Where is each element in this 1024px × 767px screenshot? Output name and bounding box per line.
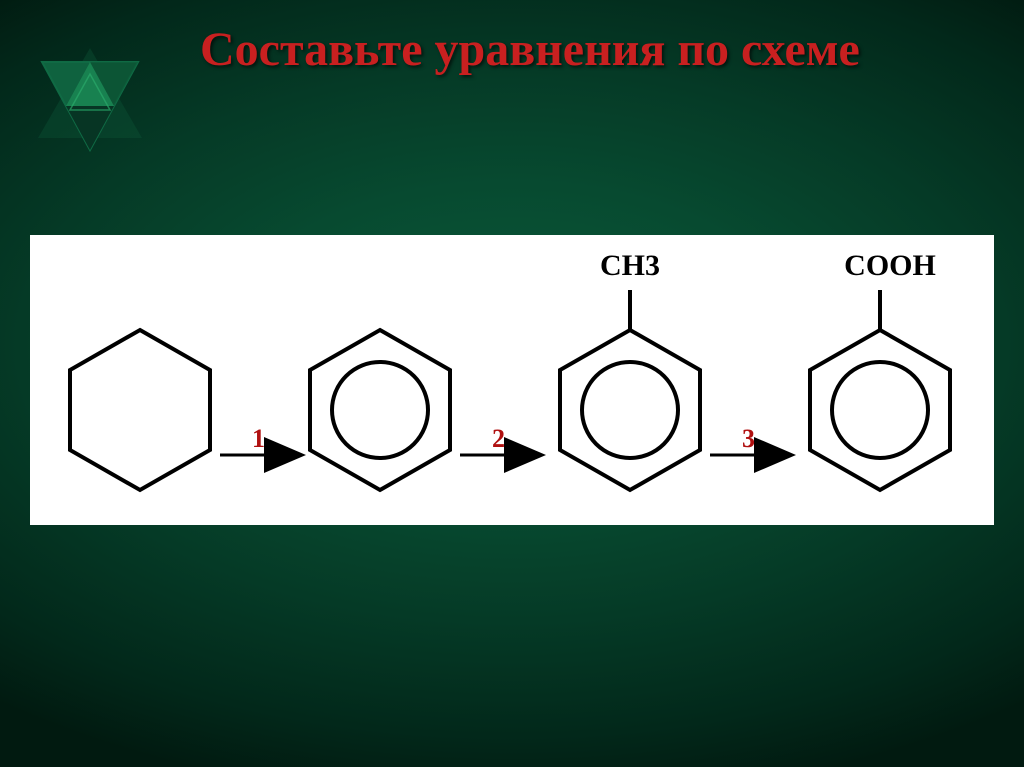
bullet-gem-icon [30,40,150,160]
slide: Составьте уравнения по схеме 1 [0,0,1024,767]
reaction-arrow-3: 3 [710,424,790,455]
slide-title: Составьте уравнения по схеме [200,22,960,77]
structure-toluene: CH3 [560,249,700,490]
structure-benzene [310,330,450,490]
arrow-label-1: 1 [252,424,265,453]
reaction-arrow-2: 2 [460,424,540,455]
substituent-ch3: CH3 [600,249,660,282]
arrow-label-2: 2 [492,424,505,453]
structure-benzoic-acid: COOH [810,249,950,490]
reaction-scheme: 1 2 CH3 3 [30,235,994,525]
substituent-cooh: COOH [844,249,936,282]
reaction-arrow-1: 1 [220,424,300,455]
arrow-label-3: 3 [742,424,755,453]
structure-cyclohexane [70,330,210,490]
